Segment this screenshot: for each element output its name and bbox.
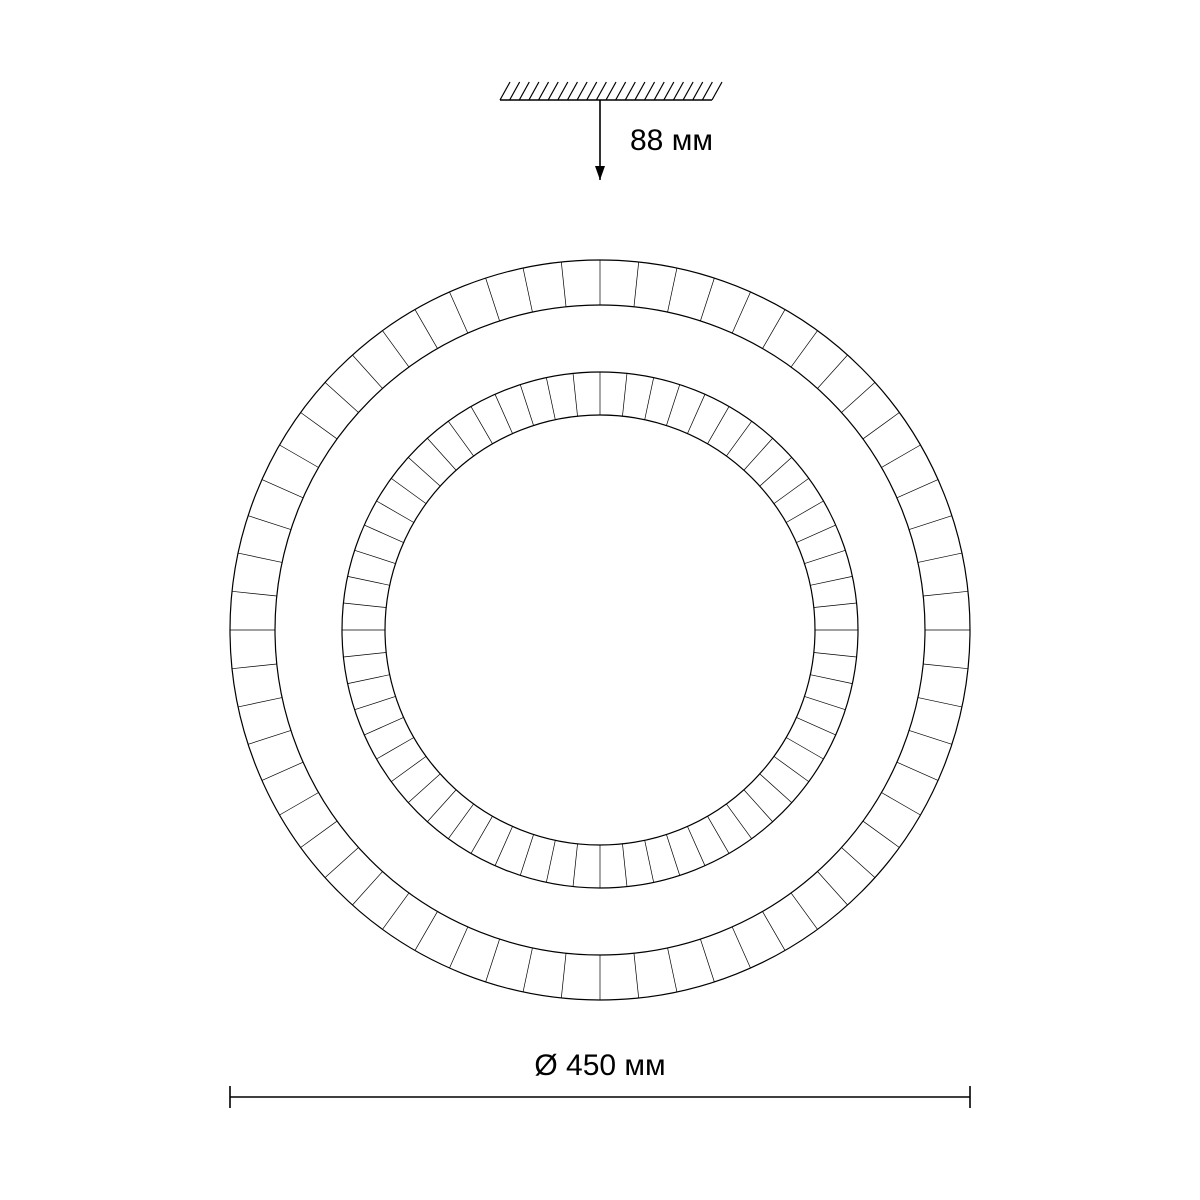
- technical-drawing: 88 мм Ø 450 мм: [0, 0, 1200, 1200]
- diameter-dimension: [230, 1086, 970, 1108]
- diameter-dimension-label: Ø 450 мм: [534, 1049, 665, 1082]
- drop-dimension-label: 88 мм: [630, 124, 713, 157]
- ring-fixture: [230, 260, 970, 1000]
- ceiling-hatch: [500, 82, 722, 100]
- drop-dimension: [595, 100, 605, 180]
